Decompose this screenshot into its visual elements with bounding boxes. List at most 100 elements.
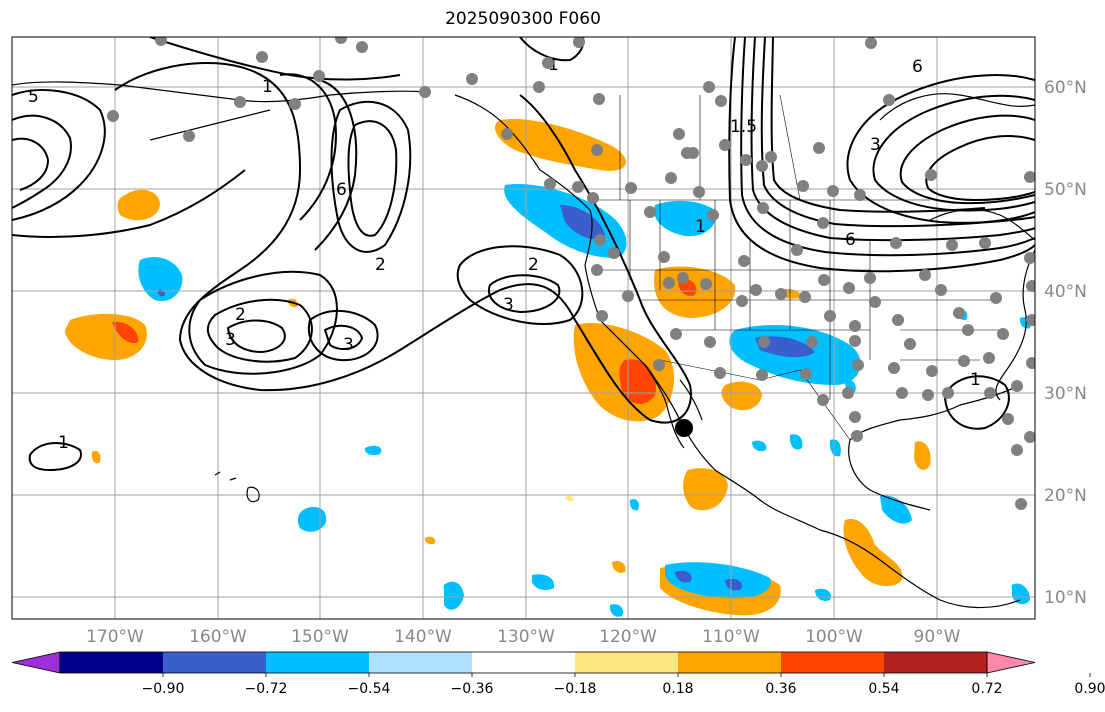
station-dots: [107, 37, 1035, 510]
lon-label: 130°W: [497, 627, 555, 647]
contours: [12, 37, 1035, 472]
storm-center-marker: [675, 419, 693, 437]
contour-ak-5b: [12, 114, 72, 209]
colorbar-tick-label: −0.18: [554, 681, 597, 697]
warm-patch-gulf: [914, 441, 931, 470]
colorbar-tick-label: 0.90: [1074, 681, 1105, 697]
cool-patch-mid1: [297, 506, 327, 532]
lat-label: 20°N: [1044, 486, 1087, 506]
map-frame: [11, 36, 1036, 620]
lon-label: 90°W: [914, 627, 961, 647]
contour-label: 1: [970, 370, 981, 390]
colorbar-tick-label: −0.36: [451, 681, 494, 697]
contour-label: 2: [375, 255, 386, 275]
warm-patch-west-core: [112, 321, 139, 344]
contour-pacific-right1: [307, 309, 379, 362]
warm-patch-az: [721, 381, 762, 411]
cool-patch-small1: [364, 445, 382, 456]
colorbar: −0.90 −0.72 −0.54 −0.36 −0.18 0.18 0.36 0.54 0.7…: [11, 651, 1105, 697]
cool-patch-small3: [789, 434, 803, 450]
colorbar-tick-label: 0.36: [765, 681, 796, 697]
contour-trough-inner2: [314, 79, 358, 251]
colorbar-segment: [781, 652, 885, 673]
cool-patch-mid3: [532, 574, 555, 590]
contour-hawaii-1: [28, 442, 82, 472]
cool-patch-mid2: [444, 581, 464, 610]
cool-patch-pnw-core: [560, 205, 605, 240]
cool-patch-small8: [629, 499, 639, 511]
lon-label: 120°W: [599, 627, 657, 647]
lon-label: 170°W: [86, 627, 144, 647]
political-borders: [595, 94, 1000, 441]
colorbar-extend-high: [986, 651, 1036, 674]
colorbar-segment: [472, 652, 576, 673]
warm-patch-midpacific: [117, 189, 160, 221]
lon-label: 140°W: [394, 627, 452, 647]
contour-canada-right4: [925, 135, 1035, 202]
colorbar-segment: [266, 652, 370, 673]
longitude-labels: 170°W 160°W 150°W 140°W 130°W 120°W 110°…: [86, 627, 961, 647]
contour-label: 5: [28, 87, 39, 107]
contour-label: 2: [235, 305, 246, 325]
contour-ak-5c: [12, 137, 50, 191]
contour-label: 3: [870, 135, 881, 155]
colorbar-segment: [575, 652, 679, 673]
colorbar-extend-low: [11, 651, 61, 674]
contour-label: 1: [695, 217, 706, 237]
colorbar-tick-label: 0.18: [662, 681, 693, 697]
lat-label: 60°N: [1044, 78, 1087, 98]
lon-label: 150°W: [291, 627, 349, 647]
contour-label: 1: [58, 433, 69, 453]
colorbar-tick-label: 0.72: [971, 681, 1002, 697]
lon-label: 100°W: [805, 627, 863, 647]
contour-pacific-right2: [323, 324, 364, 351]
contour-canada-right3: [899, 114, 1035, 205]
colorbar-tick-label: −0.54: [348, 681, 391, 697]
colorbar-segment: [678, 652, 782, 673]
lat-label: 10°N: [1044, 588, 1087, 608]
colorbar-frame: [59, 651, 988, 674]
contour-ridge-6: [330, 100, 412, 253]
colorbar-segment: [60, 652, 164, 673]
cool-patch-small7: [1012, 583, 1030, 605]
cool-patch-mtn: [654, 200, 716, 237]
warm-patch-mx-south: [843, 519, 903, 587]
contour-canada-right1: [846, 74, 1035, 224]
warm-patch-small1: [91, 450, 101, 464]
contour-canada-left5: [770, 37, 986, 213]
colorbar-tick-label: 0.54: [868, 681, 899, 697]
latitude-labels: 60°N 50°N 40°N 30°N 20°N 10°N: [1044, 78, 1087, 608]
contour-ak-5a: [12, 89, 106, 221]
cool-patch-hawaii-north: [138, 256, 183, 302]
contour-pacific-3: [226, 319, 286, 354]
contour-label: 3: [343, 335, 354, 355]
lon-label: 110°W: [702, 627, 760, 647]
coast-hudson: [879, 93, 1035, 121]
contour-label: 6: [912, 57, 923, 77]
cool-patch-eq-core: [675, 570, 692, 583]
contour-label: 3: [225, 330, 236, 350]
contour-gulf-1: [943, 375, 1010, 430]
coast-na-west: [454, 94, 1021, 609]
contour-canada-right2: [872, 94, 1035, 212]
contour-label: 2: [528, 255, 539, 275]
cool-patch-small2: [752, 440, 767, 452]
contour-label: 6: [336, 180, 347, 200]
warm-patch-small2: [612, 560, 626, 573]
colorbar-tick-label: −0.90: [142, 681, 185, 697]
coast-greatlakes: [929, 209, 1035, 241]
contour-pacific-1a: [188, 270, 338, 375]
cool-patch-eq: [665, 562, 771, 599]
contour-west-big: [12, 169, 246, 238]
cool-patch-sw-core: [755, 336, 815, 358]
gridlines: [12, 37, 1035, 619]
colorbar-segment: [884, 652, 988, 673]
cool-patch-small9: [609, 604, 624, 617]
cool-patch-eq-core2: [725, 578, 743, 591]
coast-hawaii: [214, 471, 260, 503]
coast-baja: [644, 364, 703, 449]
coast-east: [995, 249, 1035, 401]
contour-canada-left2: [740, 37, 1035, 257]
coast-aleutians: [149, 109, 271, 141]
cool-patch-small5: [880, 495, 912, 524]
